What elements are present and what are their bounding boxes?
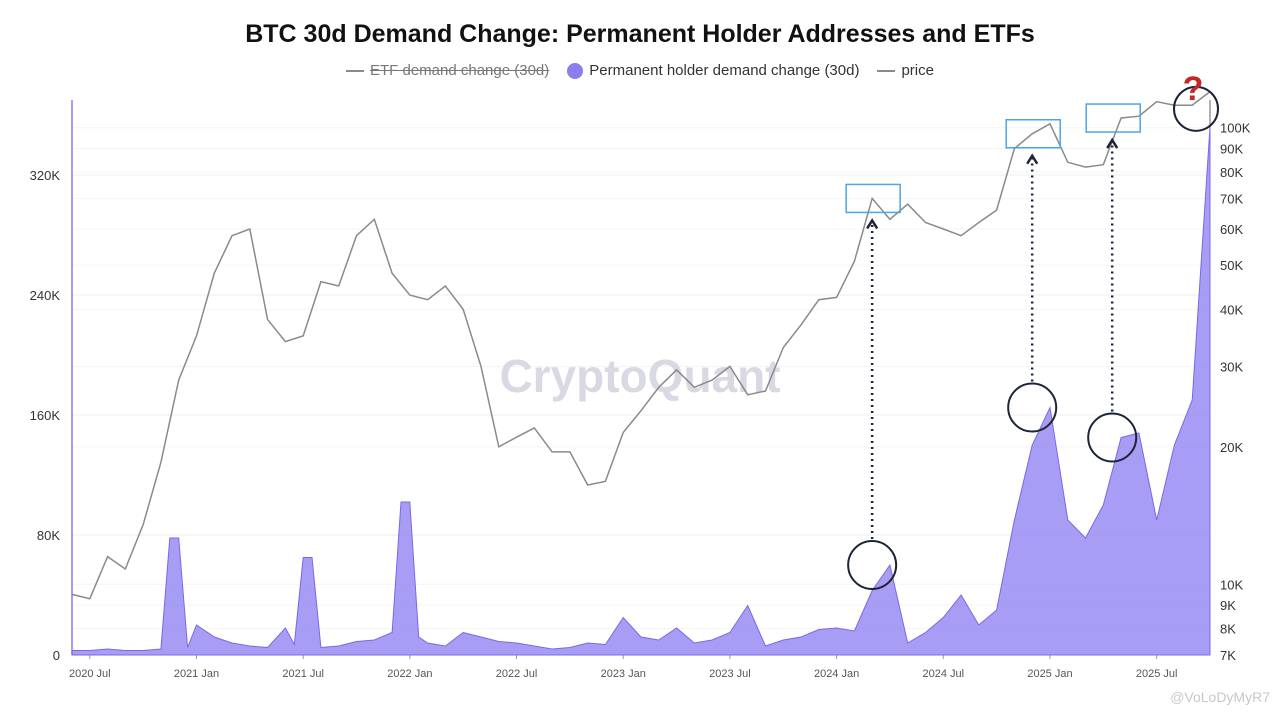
right-tick-label: 60K (1220, 222, 1243, 237)
series-line-price (71, 91, 1211, 600)
x-tick-label: 2024 Jan (814, 668, 859, 680)
chart-legend: ETF demand change (30d) Permanent holder… (0, 62, 1280, 79)
x-tick-label: 2020 Jul (69, 668, 111, 680)
x-tick-label: 2022 Jul (496, 668, 538, 680)
right-tick-label: 20K (1220, 440, 1243, 455)
highlight-circle (1007, 382, 1058, 433)
arrow-head (1106, 137, 1119, 149)
right-tick-label: 10K (1220, 577, 1243, 592)
left-axis: 0 80K 160K 240K 320K (30, 100, 73, 663)
left-tick-label: 0 (53, 648, 60, 663)
right-tick-label: 50K (1220, 258, 1243, 273)
legend-etf[interactable]: ETF demand change (30d) (346, 62, 549, 79)
x-tick-label: 2024 Jul (922, 668, 964, 680)
legend-line-swatch (346, 69, 364, 72)
series-area-permanent-holder (71, 126, 1211, 656)
legend-label: price (901, 62, 934, 79)
legend-dot-swatch (567, 62, 584, 79)
legend-label: ETF demand change (30d) (370, 62, 550, 79)
left-tick-label: 320K (30, 168, 61, 183)
x-tick-label: 2025 Jan (1027, 668, 1072, 680)
x-tick-label: 2025 Jul (1136, 668, 1178, 680)
right-axis: 7K 8K 9K 10K 20K 30K 40K 50K 60K 70K 80K 90K 100K (1209, 100, 1251, 663)
highlight-circle (1087, 412, 1138, 463)
legend-price[interactable]: price (877, 62, 934, 79)
legend-line-swatch (877, 69, 896, 72)
question-mark: ? (1183, 70, 1204, 108)
arrow-head (1026, 153, 1039, 165)
left-tick-label: 80K (37, 528, 60, 543)
right-tick-label: 100K (1220, 121, 1251, 136)
highlight-circle (847, 540, 898, 590)
right-tick-label: 30K (1220, 359, 1243, 374)
series-area (71, 126, 1211, 656)
right-tick-label: 8K (1220, 622, 1236, 637)
left-tick-label: 160K (30, 408, 61, 423)
chart-title: BTC 30d Demand Change: Permanent Holder … (245, 20, 1035, 48)
highlight-box (1085, 103, 1141, 133)
right-tick-label: 9K (1220, 598, 1236, 613)
highlight-box (1005, 119, 1061, 149)
x-tick-label: 2023 Jan (601, 668, 646, 680)
highlight-box (845, 183, 901, 214)
highlight-circle (1173, 85, 1219, 132)
series-price (71, 91, 1211, 600)
x-tick-label: 2022 Jan (387, 668, 432, 680)
x-axis: 2020 Jul 2021 Jan 2021 Jul 2022 Jan 2022 Jul… (69, 654, 1210, 680)
legend-label: Permanent holder demand change (30d) (589, 62, 860, 79)
x-tick-label: 2023 Jul (709, 668, 751, 680)
left-tick-label: 240K (30, 288, 61, 303)
right-tick-label: 7K (1220, 648, 1236, 663)
annotations (845, 85, 1219, 590)
author-credit: @VoLoDyMyR7 (1170, 689, 1270, 705)
watermark: CryptoQuant (499, 350, 780, 402)
x-tick-label: 2021 Jul (282, 668, 324, 680)
right-tick-label: 40K (1220, 302, 1243, 317)
right-tick-label: 90K (1220, 142, 1243, 157)
x-tick-label: 2021 Jan (174, 668, 219, 680)
legend-permanent-holder[interactable]: Permanent holder demand change (30d) (567, 62, 859, 79)
arrow-head (866, 218, 879, 230)
right-tick-label: 80K (1220, 165, 1243, 180)
right-tick-label: 70K (1220, 191, 1243, 206)
